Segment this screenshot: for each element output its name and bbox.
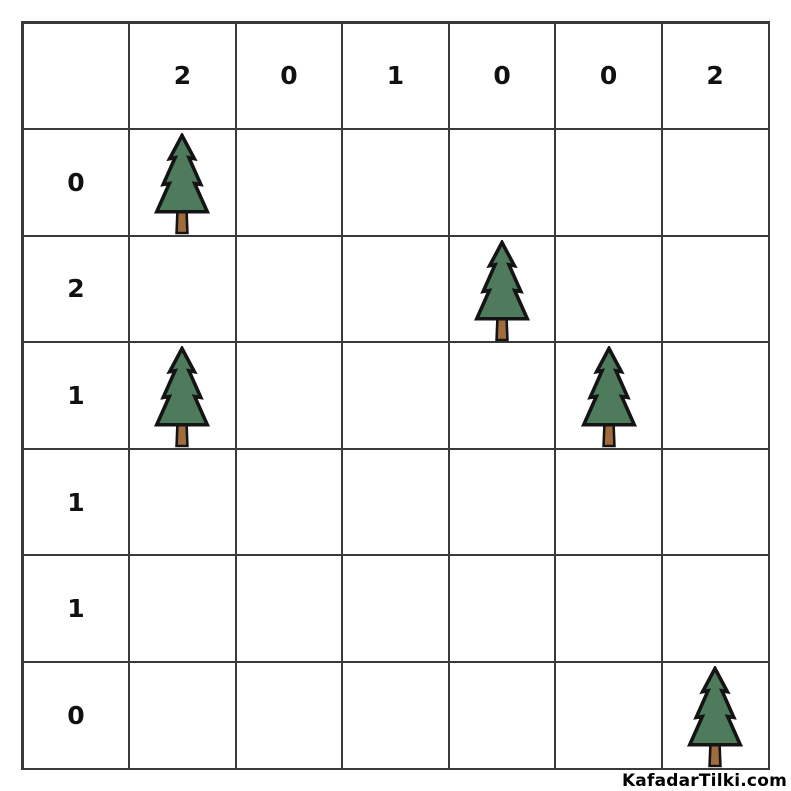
grid-cell-r5c1[interactable] xyxy=(236,662,342,768)
col-clue-5-label: 2 xyxy=(706,61,724,91)
col-clue-2-label: 1 xyxy=(386,61,405,91)
grid-cell-r2c2[interactable] xyxy=(343,343,448,448)
col-clue-2: 1 xyxy=(343,23,448,129)
tree-icon xyxy=(154,133,211,235)
tree-trunk xyxy=(495,313,509,341)
grid-cell-r4c0[interactable] xyxy=(130,556,235,661)
grid-cell-r1c2[interactable] xyxy=(343,236,448,342)
col-clue-1-label: 0 xyxy=(280,61,298,91)
tree-icon xyxy=(687,665,744,767)
grid-cell-r0c5[interactable] xyxy=(662,130,768,235)
grid-cell-r5c0[interactable] xyxy=(130,662,235,768)
grid-cell-r5c2[interactable] xyxy=(343,662,448,768)
puzzle-board: 2 0 1 0 0 2 0 2 1 1 1 0 xyxy=(21,21,770,770)
tree-trunk xyxy=(708,739,722,767)
row-clue-3-label: 1 xyxy=(67,487,85,517)
grid-cell-r5c4[interactable] xyxy=(556,662,661,768)
grid-cell-r4c5[interactable] xyxy=(662,556,768,661)
grid-cell-r1c1[interactable] xyxy=(236,236,342,342)
grid-cell-r0c0 xyxy=(130,130,235,235)
tree-trunk xyxy=(601,420,616,448)
grid-cell-r1c4[interactable] xyxy=(556,236,661,342)
row-clue-0-label: 0 xyxy=(67,167,85,197)
grid-cell-r5c5 xyxy=(662,662,768,768)
row-clue-5: 0 xyxy=(23,662,129,768)
row-clue-1: 2 xyxy=(23,236,129,342)
grid-cell-r3c1[interactable] xyxy=(236,449,342,555)
col-clue-3: 0 xyxy=(449,23,555,129)
tree-foliage xyxy=(154,133,211,214)
row-clue-3: 1 xyxy=(23,449,129,555)
tree-trunk xyxy=(175,206,190,235)
grid-cell-r1c0[interactable] xyxy=(130,236,235,342)
tree-icon xyxy=(154,346,211,448)
grid-cell-r1c3 xyxy=(449,236,555,342)
tree-foliage xyxy=(580,346,637,427)
row-clue-4-label: 1 xyxy=(67,594,85,624)
row-clue-5-label: 0 xyxy=(67,700,85,730)
tree-foliage xyxy=(474,239,531,321)
grid-cell-r0c1[interactable] xyxy=(236,130,342,235)
col-clue-1: 0 xyxy=(236,23,342,129)
grid-cell-r3c5[interactable] xyxy=(662,449,768,555)
grid-cell-r4c1[interactable] xyxy=(236,556,342,661)
grid-cell-r5c3[interactable] xyxy=(449,662,555,768)
col-clue-0-label: 2 xyxy=(173,61,192,91)
watermark: KafadarTilki.com xyxy=(621,771,787,791)
row-clue-0: 0 xyxy=(23,130,129,235)
col-clue-5: 2 xyxy=(662,23,768,129)
grid-cell-r3c0[interactable] xyxy=(130,449,235,555)
row-clue-4: 1 xyxy=(23,556,129,661)
row-clue-2: 1 xyxy=(23,343,129,448)
tree-foliage xyxy=(154,346,211,427)
row-clue-1-label: 2 xyxy=(67,274,85,304)
grid-cell-r4c4[interactable] xyxy=(556,556,661,661)
row-clue-2-label: 1 xyxy=(67,380,85,410)
col-clue-3-label: 0 xyxy=(493,61,511,91)
grid-cell-r2c0 xyxy=(130,343,235,448)
grid-cell-r3c4[interactable] xyxy=(556,449,661,555)
grid-cell-r0c3[interactable] xyxy=(449,130,555,235)
col-clue-4: 0 xyxy=(556,23,661,129)
grid-cell-r2c3[interactable] xyxy=(449,343,555,448)
grid-cell-r0c4[interactable] xyxy=(556,130,661,235)
grid-cell-r0c2[interactable] xyxy=(343,130,448,235)
grid-cell-r3c2[interactable] xyxy=(343,449,448,555)
grid-cell-r4c3[interactable] xyxy=(449,556,555,661)
grid-cell-r2c1[interactable] xyxy=(236,343,342,448)
grid-cell-r2c5[interactable] xyxy=(662,343,768,448)
tree-icon xyxy=(474,239,531,341)
grid-cell-r1c5[interactable] xyxy=(662,236,768,342)
tree-icon xyxy=(580,346,637,448)
corner-cell xyxy=(23,23,129,129)
grid-cell-r4c2[interactable] xyxy=(343,556,448,661)
tree-trunk xyxy=(175,420,190,448)
col-clue-0: 2 xyxy=(130,23,235,129)
tree-foliage xyxy=(687,665,744,747)
grid-cell-r3c3[interactable] xyxy=(449,449,555,555)
col-clue-4-label: 0 xyxy=(599,61,618,91)
grid-cell-r2c4 xyxy=(556,343,661,448)
